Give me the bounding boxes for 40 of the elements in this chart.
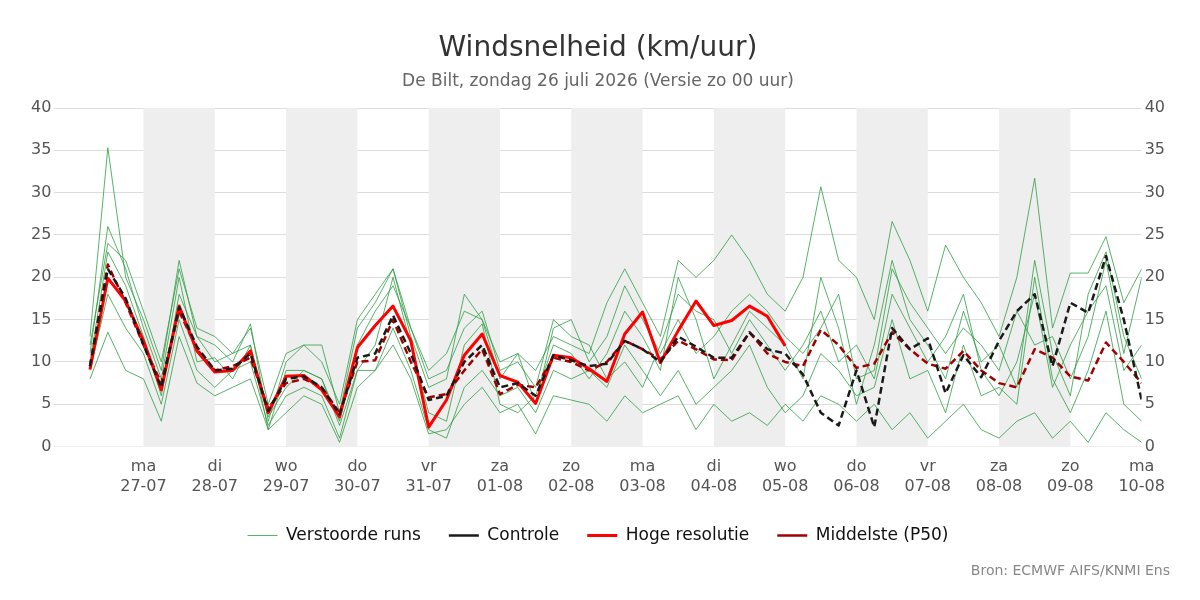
- legend-label: Verstoorde runs: [286, 523, 421, 544]
- y-tick-label: 5: [41, 393, 52, 413]
- y-tick-label: 20: [31, 266, 52, 286]
- x-tick-label: vr 07-08: [904, 456, 951, 495]
- x-tick-label: vr 31-07: [405, 456, 452, 495]
- y-tick-label: 35: [31, 139, 52, 159]
- x-tick-label: zo 09-08: [1047, 456, 1094, 495]
- x-tick-label: do 30-07: [334, 456, 381, 495]
- x-tick-label: ma 10-08: [1118, 456, 1165, 495]
- y2-tick-label: 0: [1144, 435, 1155, 455]
- y2-tick-label: 5: [1144, 393, 1155, 413]
- legend-label: Hoge resolutie: [625, 523, 750, 544]
- chart-subtitle: De Bilt, zondag 26 juli 2026 (Versie zo 00 uur): [402, 70, 794, 91]
- y2-tick-label: 20: [1144, 266, 1165, 286]
- x-tick-label: do 06-08: [833, 456, 880, 495]
- text: Bron: ECMWF AIFS/KNMI Ens: [970, 561, 1170, 578]
- chart-title: Windsnelheid (km/uur): [438, 30, 758, 64]
- x-tick-label: zo 02-08: [548, 456, 595, 495]
- y-tick-label: 10: [31, 351, 52, 371]
- y2-tick-label: 40: [1144, 97, 1165, 117]
- y2-tick-label: 10: [1144, 351, 1165, 371]
- y-tick-label: 0: [41, 435, 52, 455]
- y2-tick-label: 35: [1144, 139, 1165, 159]
- legend-label: Middelste (P50): [815, 523, 949, 544]
- x-tick-label: za 08-08: [975, 456, 1023, 495]
- x-tick-label: di 28-07: [191, 456, 239, 495]
- y2-tick-label: 30: [1144, 181, 1165, 201]
- x-tick-label: di 04-08: [690, 456, 738, 495]
- y-tick-label: 40: [31, 97, 52, 117]
- y-tick-label: 30: [31, 181, 52, 201]
- legend-label: Controle: [487, 523, 560, 544]
- y-tick-label: 25: [31, 224, 52, 244]
- x-tick-label: wo 29-07: [262, 456, 310, 495]
- x-tick-label: ma 27-07: [120, 456, 167, 495]
- y-tick-label: 15: [31, 308, 52, 328]
- x-tick-label: za 01-08: [476, 456, 524, 495]
- y2-tick-label: 25: [1144, 224, 1165, 244]
- x-tick-label: ma 03-08: [619, 456, 666, 495]
- y2-tick-label: 15: [1144, 308, 1165, 328]
- x-tick-label: wo 05-08: [761, 456, 809, 495]
